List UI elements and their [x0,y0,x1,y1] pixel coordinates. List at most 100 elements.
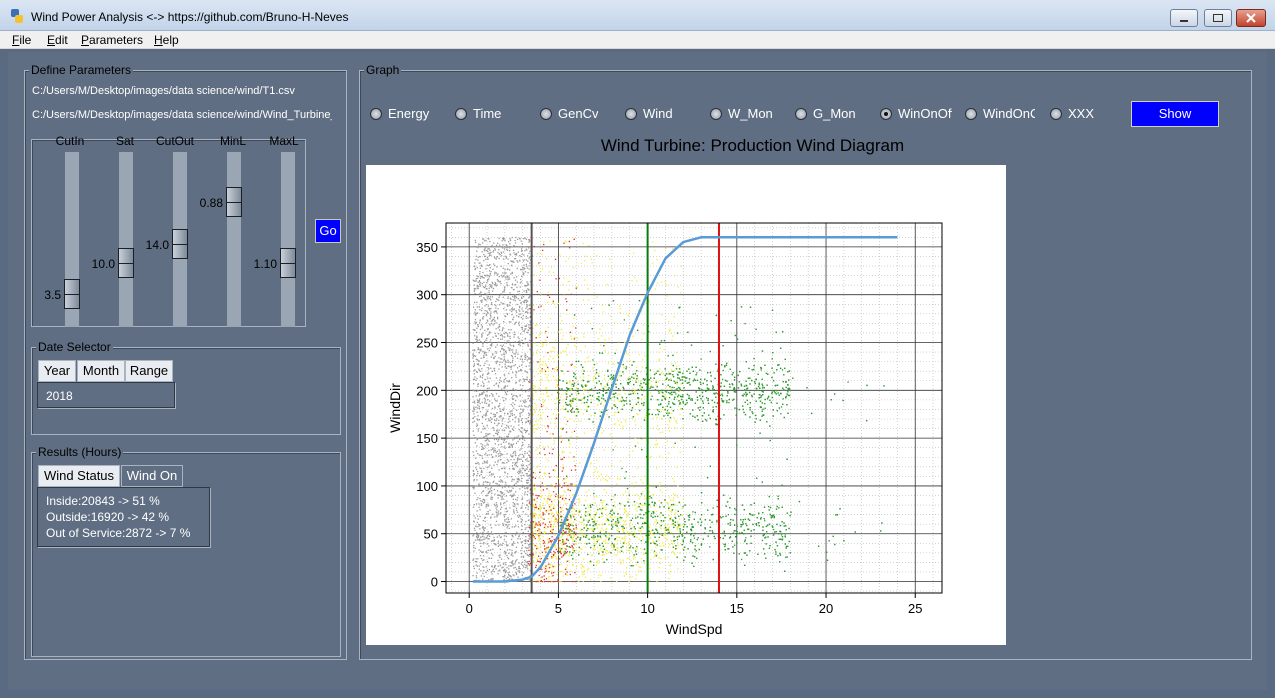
maximize-button[interactable] [1204,9,1232,27]
grey-point [507,525,509,527]
slider-sat[interactable] [119,152,133,327]
yellow-point [648,382,650,385]
yellow-point [659,391,661,393]
grey-point [524,358,526,361]
grey-point [483,499,486,501]
date-selector-frame: Date Selector Year Month Range 2018 [31,340,341,435]
grey-point [500,358,502,360]
yellow-point [539,532,541,534]
grey-point [528,470,530,473]
yellow-point [597,562,599,564]
grey-point [491,285,493,287]
grey-point [504,574,506,577]
grey-point [495,382,498,384]
yellow-point [572,514,574,517]
grey-point [508,521,510,523]
tab-month[interactable]: Month [77,360,125,382]
tab-range[interactable]: Range [125,360,173,382]
green-point [656,522,659,524]
yellow-point [598,559,600,562]
radio-windonoff[interactable] [965,108,977,120]
yellow-point [639,371,642,373]
grey-point [472,535,474,537]
yellow-point [568,440,570,442]
go-button[interactable]: Go [315,219,341,243]
yellow-point [533,509,536,511]
slider-minl[interactable] [227,152,241,327]
red-point [547,546,550,548]
red-point [539,279,541,281]
red-point [546,488,548,490]
grey-point [475,462,477,465]
red-point [573,430,576,432]
slider-cutin-thumb[interactable] [64,279,80,309]
yellow-point [619,400,621,402]
yellow-point [536,533,538,535]
close-button[interactable] [1236,9,1266,27]
grey-point [512,505,515,507]
slider-minl-thumb[interactable] [226,187,242,217]
yellow-point [604,541,606,543]
radio-energy[interactable] [370,108,382,120]
grey-point [513,426,515,428]
yellow-point [544,525,547,527]
menu-file[interactable]: File [12,33,32,47]
radio-time[interactable] [455,108,467,120]
show-button[interactable]: Show [1131,101,1219,127]
grey-point [474,313,476,315]
grey-point [524,546,527,549]
radio-xxx[interactable] [1050,108,1062,120]
yellow-point [605,539,607,541]
grey-point [526,305,528,307]
tab-wind-on[interactable]: Wind On [121,465,183,487]
grey-point [489,517,492,519]
grey-point [516,458,519,460]
grey-point [494,310,496,312]
radio-g-mon[interactable] [795,108,807,120]
grey-point [528,297,530,299]
grey-point [526,479,528,482]
yellow-point [666,528,668,530]
radio-w-mon[interactable] [710,108,722,120]
yellow-point [547,301,549,303]
yellow-point [580,548,583,550]
tab-wind-status[interactable]: Wind Status [38,465,120,487]
grey-point [506,437,509,439]
grey-point [486,293,488,296]
grey-point [485,314,488,316]
red-point [529,488,532,490]
grey-point [493,464,495,466]
radio-wind[interactable] [625,108,637,120]
slider-maxl[interactable] [281,152,295,327]
yellow-point [674,427,676,429]
grey-point [478,368,480,370]
tab-year[interactable]: Year [38,360,76,382]
radio-gencv[interactable] [540,108,552,120]
grey-point [529,321,532,324]
yellow-point [564,240,566,242]
grey-point [527,554,530,557]
grey-point [495,502,498,504]
yellow-point [536,323,538,326]
red-point [562,428,564,430]
menu-help[interactable]: Help [154,33,179,47]
red-point [536,530,539,532]
radio-winonoff[interactable] [880,108,892,120]
yellow-point [597,403,599,406]
grey-point [506,367,508,369]
slider-sat-thumb[interactable] [118,248,134,278]
slider-cutout-thumb[interactable] [172,229,188,259]
grey-point [509,304,511,307]
yellow-point [532,499,535,501]
menu-parameters[interactable]: Parameters [81,33,144,47]
slider-maxl-thumb[interactable] [280,248,296,278]
yellow-point [615,522,618,525]
menu-edit[interactable]: Edit [47,33,68,47]
grey-point [519,340,521,342]
yellow-point [552,271,555,274]
grey-point [498,304,501,306]
red-point [568,240,571,243]
grey-point [524,491,526,493]
grey-point [498,494,500,497]
minimize-button[interactable] [1170,9,1198,27]
